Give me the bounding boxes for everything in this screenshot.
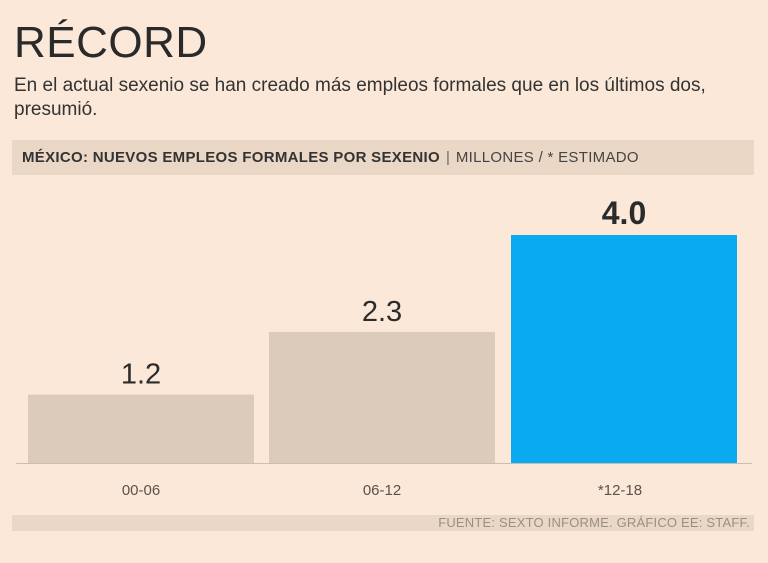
chart-subtitle: En el actual sexenio se han creado más e… (14, 75, 706, 120)
chart-header-separator: | (445, 149, 450, 166)
bar-value-label: 4.0 (602, 195, 646, 231)
bar-value-label: 2.3 (362, 296, 402, 328)
source-note: FUENTE: SEXTO INFORME. GRÁFICO EE: STAFF… (438, 515, 750, 530)
footer-band (12, 515, 754, 531)
chart-header-units: MILLONES / * ESTIMADO (455, 149, 639, 166)
chart-title: RÉCORD (14, 18, 208, 67)
x-tick-label: 06-12 (363, 482, 401, 499)
chart-header-band: MÉXICO: NUEVOS EMPLEOS FORMALES POR SEXE… (12, 140, 754, 175)
x-tick-label: 00-06 (122, 482, 160, 499)
bar-est-12-18 (511, 235, 737, 463)
bar-value-label: 1.2 (121, 359, 161, 391)
bar-00-06 (28, 394, 254, 463)
x-tick-label: *12-18 (598, 482, 642, 499)
chart-header-title: MÉXICO: NUEVOS EMPLEOS FORMALES POR SEXE… (22, 149, 440, 166)
bar-06-12 (269, 331, 495, 463)
